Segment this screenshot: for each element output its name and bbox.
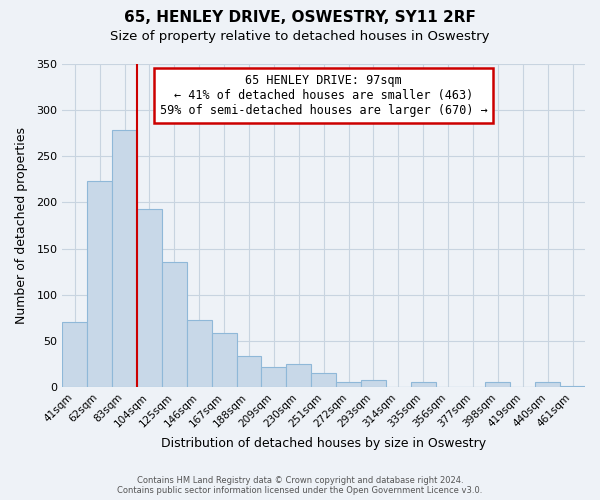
Bar xyxy=(336,382,361,387)
Bar xyxy=(62,322,87,387)
Text: 65 HENLEY DRIVE: 97sqm
← 41% of detached houses are smaller (463)
59% of semi-de: 65 HENLEY DRIVE: 97sqm ← 41% of detached… xyxy=(160,74,488,116)
Bar xyxy=(411,382,436,387)
Y-axis label: Number of detached properties: Number of detached properties xyxy=(15,127,28,324)
Text: 65, HENLEY DRIVE, OSWESTRY, SY11 2RF: 65, HENLEY DRIVE, OSWESTRY, SY11 2RF xyxy=(124,10,476,25)
Bar xyxy=(311,373,336,387)
Bar xyxy=(87,181,112,387)
Bar xyxy=(187,320,212,387)
Bar xyxy=(361,380,386,387)
Bar xyxy=(162,262,187,387)
Bar xyxy=(137,209,162,387)
Bar xyxy=(112,130,137,387)
Text: Contains HM Land Registry data © Crown copyright and database right 2024.
Contai: Contains HM Land Registry data © Crown c… xyxy=(118,476,482,495)
Bar xyxy=(286,364,311,387)
Bar xyxy=(535,382,560,387)
Bar xyxy=(560,386,585,387)
Bar xyxy=(485,382,511,387)
X-axis label: Distribution of detached houses by size in Oswestry: Distribution of detached houses by size … xyxy=(161,437,486,450)
Bar xyxy=(262,366,286,387)
Bar xyxy=(212,334,236,387)
Text: Size of property relative to detached houses in Oswestry: Size of property relative to detached ho… xyxy=(110,30,490,43)
Bar xyxy=(236,356,262,387)
